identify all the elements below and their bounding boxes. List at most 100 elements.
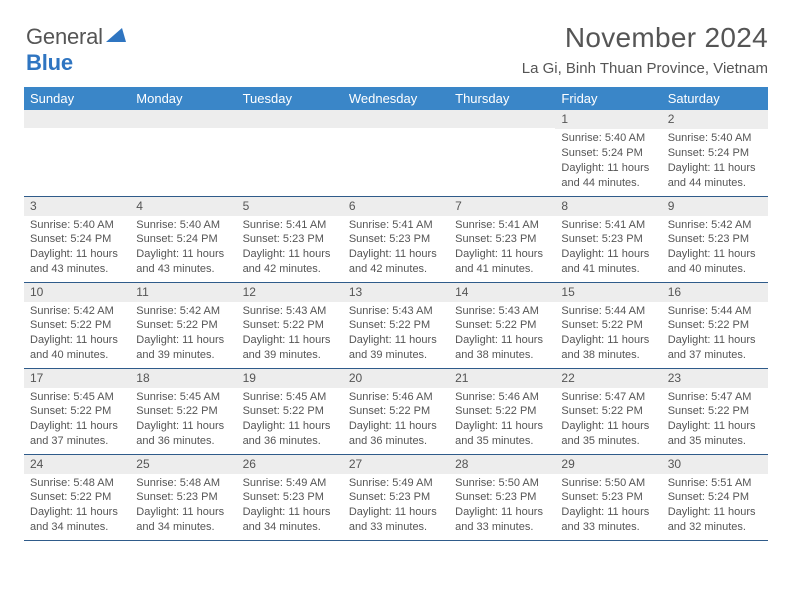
daylight-line: Daylight: 11 hours and 34 minutes. xyxy=(243,506,331,533)
day-details: Sunrise: 5:42 AMSunset: 5:23 PMDaylight:… xyxy=(662,216,768,281)
sunrise-line: Sunrise: 5:45 AM xyxy=(30,391,114,403)
day-number: 15 xyxy=(555,283,661,302)
daylight-line: Daylight: 11 hours and 33 minutes. xyxy=(561,506,649,533)
day-number: 9 xyxy=(662,197,768,216)
calendar-row: 3Sunrise: 5:40 AMSunset: 5:24 PMDaylight… xyxy=(24,196,768,282)
day-number: 23 xyxy=(662,369,768,388)
day-details: Sunrise: 5:41 AMSunset: 5:23 PMDaylight:… xyxy=(555,216,661,281)
sunrise-line: Sunrise: 5:40 AM xyxy=(30,219,114,231)
calendar-cell: 9Sunrise: 5:42 AMSunset: 5:23 PMDaylight… xyxy=(662,196,768,282)
sunset-line: Sunset: 5:24 PM xyxy=(668,147,749,159)
sunset-line: Sunset: 5:24 PM xyxy=(30,233,111,245)
sail-icon xyxy=(106,22,126,48)
day-details: Sunrise: 5:49 AMSunset: 5:23 PMDaylight:… xyxy=(343,474,449,539)
daylight-line: Daylight: 11 hours and 35 minutes. xyxy=(455,420,543,447)
calendar-cell: 3Sunrise: 5:40 AMSunset: 5:24 PMDaylight… xyxy=(24,196,130,282)
calendar-cell: 19Sunrise: 5:45 AMSunset: 5:22 PMDayligh… xyxy=(237,368,343,454)
daylight-line: Daylight: 11 hours and 44 minutes. xyxy=(668,162,756,189)
calendar-cell: 1Sunrise: 5:40 AMSunset: 5:24 PMDaylight… xyxy=(555,110,661,196)
sunrise-line: Sunrise: 5:49 AM xyxy=(243,477,327,489)
daylight-line: Daylight: 11 hours and 36 minutes. xyxy=(243,420,331,447)
sunset-line: Sunset: 5:23 PM xyxy=(561,233,642,245)
daylight-line: Daylight: 11 hours and 36 minutes. xyxy=(349,420,437,447)
sunset-line: Sunset: 5:23 PM xyxy=(349,233,430,245)
daylight-line: Daylight: 11 hours and 38 minutes. xyxy=(455,334,543,361)
calendar-cell: 18Sunrise: 5:45 AMSunset: 5:22 PMDayligh… xyxy=(130,368,236,454)
calendar-cell: 12Sunrise: 5:43 AMSunset: 5:22 PMDayligh… xyxy=(237,282,343,368)
day-details: Sunrise: 5:42 AMSunset: 5:22 PMDaylight:… xyxy=(24,302,130,367)
sunrise-line: Sunrise: 5:44 AM xyxy=(668,305,752,317)
day-details: Sunrise: 5:41 AMSunset: 5:23 PMDaylight:… xyxy=(449,216,555,281)
calendar-cell: 20Sunrise: 5:46 AMSunset: 5:22 PMDayligh… xyxy=(343,368,449,454)
day-number: 14 xyxy=(449,283,555,302)
day-number: 7 xyxy=(449,197,555,216)
calendar-cell: 13Sunrise: 5:43 AMSunset: 5:22 PMDayligh… xyxy=(343,282,449,368)
daylight-line: Daylight: 11 hours and 39 minutes. xyxy=(136,334,224,361)
calendar-cell: 25Sunrise: 5:48 AMSunset: 5:23 PMDayligh… xyxy=(130,454,236,540)
day-details: Sunrise: 5:41 AMSunset: 5:23 PMDaylight:… xyxy=(237,216,343,281)
sunrise-line: Sunrise: 5:40 AM xyxy=(136,219,220,231)
day-details: Sunrise: 5:46 AMSunset: 5:22 PMDaylight:… xyxy=(449,388,555,453)
calendar-cell: 10Sunrise: 5:42 AMSunset: 5:22 PMDayligh… xyxy=(24,282,130,368)
sunrise-line: Sunrise: 5:45 AM xyxy=(243,391,327,403)
brand-word2: Blue xyxy=(26,50,73,75)
calendar-cell xyxy=(130,110,236,196)
day-number: 6 xyxy=(343,197,449,216)
daylight-line: Daylight: 11 hours and 34 minutes. xyxy=(136,506,224,533)
calendar-cell xyxy=(449,110,555,196)
day-number: 12 xyxy=(237,283,343,302)
daylight-line: Daylight: 11 hours and 33 minutes. xyxy=(349,506,437,533)
day-details: Sunrise: 5:45 AMSunset: 5:22 PMDaylight:… xyxy=(237,388,343,453)
weekday-header: Sunday xyxy=(24,87,130,110)
calendar-cell: 17Sunrise: 5:45 AMSunset: 5:22 PMDayligh… xyxy=(24,368,130,454)
day-number: 28 xyxy=(449,455,555,474)
daylight-line: Daylight: 11 hours and 32 minutes. xyxy=(668,506,756,533)
sunset-line: Sunset: 5:23 PM xyxy=(455,491,536,503)
empty-day xyxy=(24,110,130,128)
day-details: Sunrise: 5:41 AMSunset: 5:23 PMDaylight:… xyxy=(343,216,449,281)
calendar-cell: 27Sunrise: 5:49 AMSunset: 5:23 PMDayligh… xyxy=(343,454,449,540)
day-details: Sunrise: 5:44 AMSunset: 5:22 PMDaylight:… xyxy=(662,302,768,367)
calendar-cell: 22Sunrise: 5:47 AMSunset: 5:22 PMDayligh… xyxy=(555,368,661,454)
daylight-line: Daylight: 11 hours and 39 minutes. xyxy=(349,334,437,361)
calendar-cell: 21Sunrise: 5:46 AMSunset: 5:22 PMDayligh… xyxy=(449,368,555,454)
day-number: 25 xyxy=(130,455,236,474)
sunrise-line: Sunrise: 5:47 AM xyxy=(561,391,645,403)
sunset-line: Sunset: 5:22 PM xyxy=(136,319,217,331)
calendar-cell: 14Sunrise: 5:43 AMSunset: 5:22 PMDayligh… xyxy=(449,282,555,368)
calendar-body: 1Sunrise: 5:40 AMSunset: 5:24 PMDaylight… xyxy=(24,110,768,540)
day-number: 4 xyxy=(130,197,236,216)
day-number: 30 xyxy=(662,455,768,474)
day-number: 29 xyxy=(555,455,661,474)
day-details: Sunrise: 5:45 AMSunset: 5:22 PMDaylight:… xyxy=(24,388,130,453)
day-details: Sunrise: 5:40 AMSunset: 5:24 PMDaylight:… xyxy=(24,216,130,281)
day-number: 2 xyxy=(662,110,768,129)
calendar-row: 17Sunrise: 5:45 AMSunset: 5:22 PMDayligh… xyxy=(24,368,768,454)
day-number: 19 xyxy=(237,369,343,388)
sunset-line: Sunset: 5:22 PM xyxy=(136,405,217,417)
weekday-header: Thursday xyxy=(449,87,555,110)
sunrise-line: Sunrise: 5:50 AM xyxy=(455,477,539,489)
day-number: 22 xyxy=(555,369,661,388)
sunset-line: Sunset: 5:24 PM xyxy=(136,233,217,245)
sunrise-line: Sunrise: 5:47 AM xyxy=(668,391,752,403)
day-details: Sunrise: 5:50 AMSunset: 5:23 PMDaylight:… xyxy=(555,474,661,539)
sunset-line: Sunset: 5:22 PM xyxy=(455,405,536,417)
day-details: Sunrise: 5:49 AMSunset: 5:23 PMDaylight:… xyxy=(237,474,343,539)
calendar-cell xyxy=(237,110,343,196)
sunrise-line: Sunrise: 5:43 AM xyxy=(349,305,433,317)
daylight-line: Daylight: 11 hours and 39 minutes. xyxy=(243,334,331,361)
location-line: La Gi, Binh Thuan Province, Vietnam xyxy=(24,60,768,77)
day-number: 20 xyxy=(343,369,449,388)
day-details: Sunrise: 5:43 AMSunset: 5:22 PMDaylight:… xyxy=(449,302,555,367)
calendar-cell xyxy=(24,110,130,196)
calendar-cell: 23Sunrise: 5:47 AMSunset: 5:22 PMDayligh… xyxy=(662,368,768,454)
sunset-line: Sunset: 5:22 PM xyxy=(30,319,111,331)
daylight-line: Daylight: 11 hours and 42 minutes. xyxy=(243,248,331,275)
calendar-cell: 11Sunrise: 5:42 AMSunset: 5:22 PMDayligh… xyxy=(130,282,236,368)
day-details: Sunrise: 5:45 AMSunset: 5:22 PMDaylight:… xyxy=(130,388,236,453)
calendar-cell: 2Sunrise: 5:40 AMSunset: 5:24 PMDaylight… xyxy=(662,110,768,196)
sunrise-line: Sunrise: 5:45 AM xyxy=(136,391,220,403)
day-number: 17 xyxy=(24,369,130,388)
daylight-line: Daylight: 11 hours and 34 minutes. xyxy=(30,506,118,533)
